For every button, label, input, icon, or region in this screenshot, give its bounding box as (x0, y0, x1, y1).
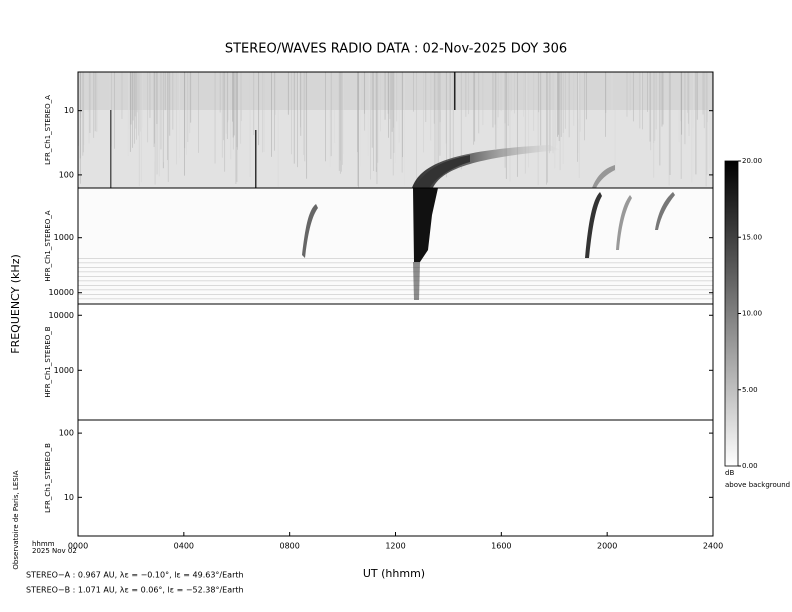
x-tick-label: 2400 (703, 542, 723, 551)
panel-label: LFR_Ch1_STEREO_B (44, 443, 52, 513)
y-tick-label: 1000 (54, 366, 74, 375)
colorbar-tick-label: 5.00 (742, 386, 758, 394)
date-label: 2025 Nov 02 (32, 547, 77, 555)
colorbar-tick-label: 15.00 (742, 233, 762, 241)
x-tick-label: 1600 (491, 542, 511, 551)
colorbar-unit: dB (725, 469, 734, 477)
y-tick-label: 100 (59, 429, 74, 438)
x-axis-label: UT (hhmm) (363, 567, 425, 580)
spectrogram-image (78, 72, 713, 304)
panel-frame (77, 303, 714, 421)
y-tick-label: 10000 (49, 288, 74, 297)
chart-title: STEREO/WAVES RADIO DATA : 02-Nov-2025 DO… (225, 42, 567, 57)
y-tick-label: 10 (64, 106, 74, 115)
x-tick-label: 2000 (597, 542, 617, 551)
colorbar-tick-label: 0.00 (742, 462, 758, 470)
y-tick-label: 100 (59, 170, 74, 179)
x-tick-label: 0000 (68, 542, 88, 551)
colorbar (724, 160, 739, 467)
panel-label: HFR_Ch1_STEREO_B (44, 326, 52, 397)
credit: Observatoire de Paris, LESIA (12, 470, 20, 569)
footnote: STEREO−B : 1.071 AU, λε = 0.06°, lε = −5… (26, 586, 244, 595)
x-unit-label: hhmm (32, 540, 55, 548)
x-tick-label: 1200 (385, 542, 405, 551)
footnote: STEREO−A : 0.967 AU, λε = −0.10°, lε = 4… (26, 571, 244, 580)
y-axis-label: FREQUENCY (kHz) (9, 254, 22, 354)
panel-frames (77, 71, 714, 537)
panel-label: LFR_Ch1_STEREO_A (44, 95, 52, 165)
colorbar-tick-label: 20.00 (742, 157, 762, 165)
panel-label: HFR_Ch1_STEREO_A (44, 210, 52, 281)
y-tick-label: 10 (64, 493, 74, 502)
y-tick-label: 1000 (54, 233, 74, 242)
x-tick-label: 0400 (174, 542, 194, 551)
panel-frame (77, 419, 714, 537)
colorbar-tick-label: 10.00 (742, 310, 762, 318)
colorbar-label: above background (725, 481, 790, 489)
x-tick-label: 0800 (279, 542, 299, 551)
y-tick-label: 10000 (49, 311, 74, 320)
